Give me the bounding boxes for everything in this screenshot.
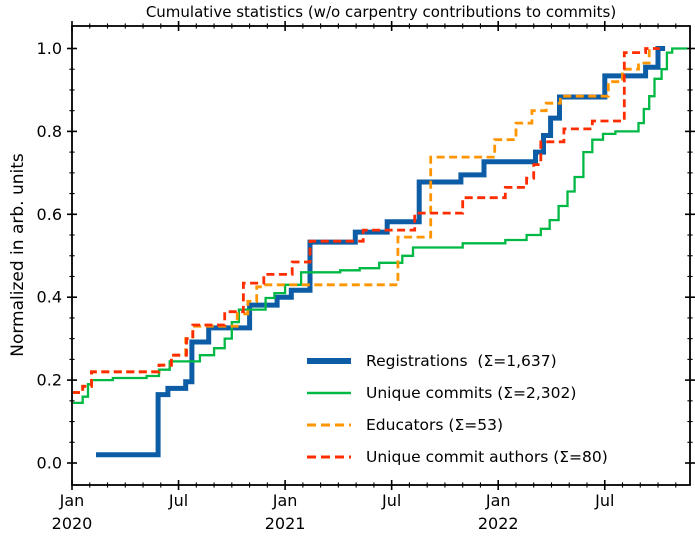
x-tick-label: Jan bbox=[59, 491, 85, 510]
series-lines bbox=[73, 46, 688, 458]
x-ticks bbox=[71, 21, 677, 490]
legend-label-registrations: Registrations (Σ=1,637) bbox=[366, 351, 557, 370]
legend-line-sample-educators bbox=[307, 423, 351, 426]
x-tick-labels: Jan 2020 Jul Jan 2021 Jul Jan 2022 Jul bbox=[52, 491, 615, 533]
y-tick-label: 0.2 bbox=[37, 371, 62, 390]
series-line-educators bbox=[73, 47, 657, 394]
x-tick-label: Jul bbox=[168, 491, 188, 510]
x-tick-label: Jan bbox=[272, 491, 298, 510]
y-ticks bbox=[67, 47, 695, 464]
x-tick-label: Jan bbox=[485, 491, 511, 510]
x-tick-year-label: 2022 bbox=[478, 514, 519, 533]
y-tick-label: 0.0 bbox=[37, 454, 62, 473]
series-line-unique-commit-authors bbox=[73, 47, 660, 394]
legend-line-sample-registrations bbox=[307, 357, 351, 364]
chart-title: Cumulative statistics (w/o carpentry con… bbox=[145, 3, 617, 21]
x-tick-year-label: 2021 bbox=[265, 514, 306, 533]
legend-row-educators: Educators (Σ=53) bbox=[306, 411, 608, 438]
legend-label-educators: Educators (Σ=53) bbox=[366, 415, 504, 434]
y-tick-label: 0.6 bbox=[37, 205, 62, 224]
y-tick-labels: 0.0 0.2 0.4 0.6 0.8 1.0 bbox=[37, 39, 62, 473]
series-line-unique-commits bbox=[73, 47, 688, 405]
legend-row-unique-commits: Unique commits (Σ=2,302) bbox=[306, 379, 608, 406]
legend-row-registrations: Registrations (Σ=1,637) bbox=[306, 347, 608, 374]
x-tick-year-label: 2020 bbox=[52, 514, 93, 533]
y-tick-label: 0.4 bbox=[37, 288, 62, 307]
legend-label-unique-commit-authors: Unique commit authors (Σ=80) bbox=[366, 447, 608, 466]
legend: Registrations (Σ=1,637) Unique commits (Σ… bbox=[306, 347, 608, 470]
legend-row-unique-commit-authors: Unique commit authors (Σ=80) bbox=[306, 443, 608, 470]
legend-line-sample-unique-commit-authors bbox=[307, 455, 351, 458]
x-tick-label: Jul bbox=[594, 491, 614, 510]
legend-line-sample-unique-commits bbox=[307, 391, 351, 394]
x-tick-label: Jul bbox=[381, 491, 401, 510]
y-tick-label: 0.8 bbox=[37, 122, 62, 141]
legend-label-unique-commits: Unique commits (Σ=2,302) bbox=[366, 383, 577, 402]
y-tick-label: 1.0 bbox=[37, 39, 62, 58]
